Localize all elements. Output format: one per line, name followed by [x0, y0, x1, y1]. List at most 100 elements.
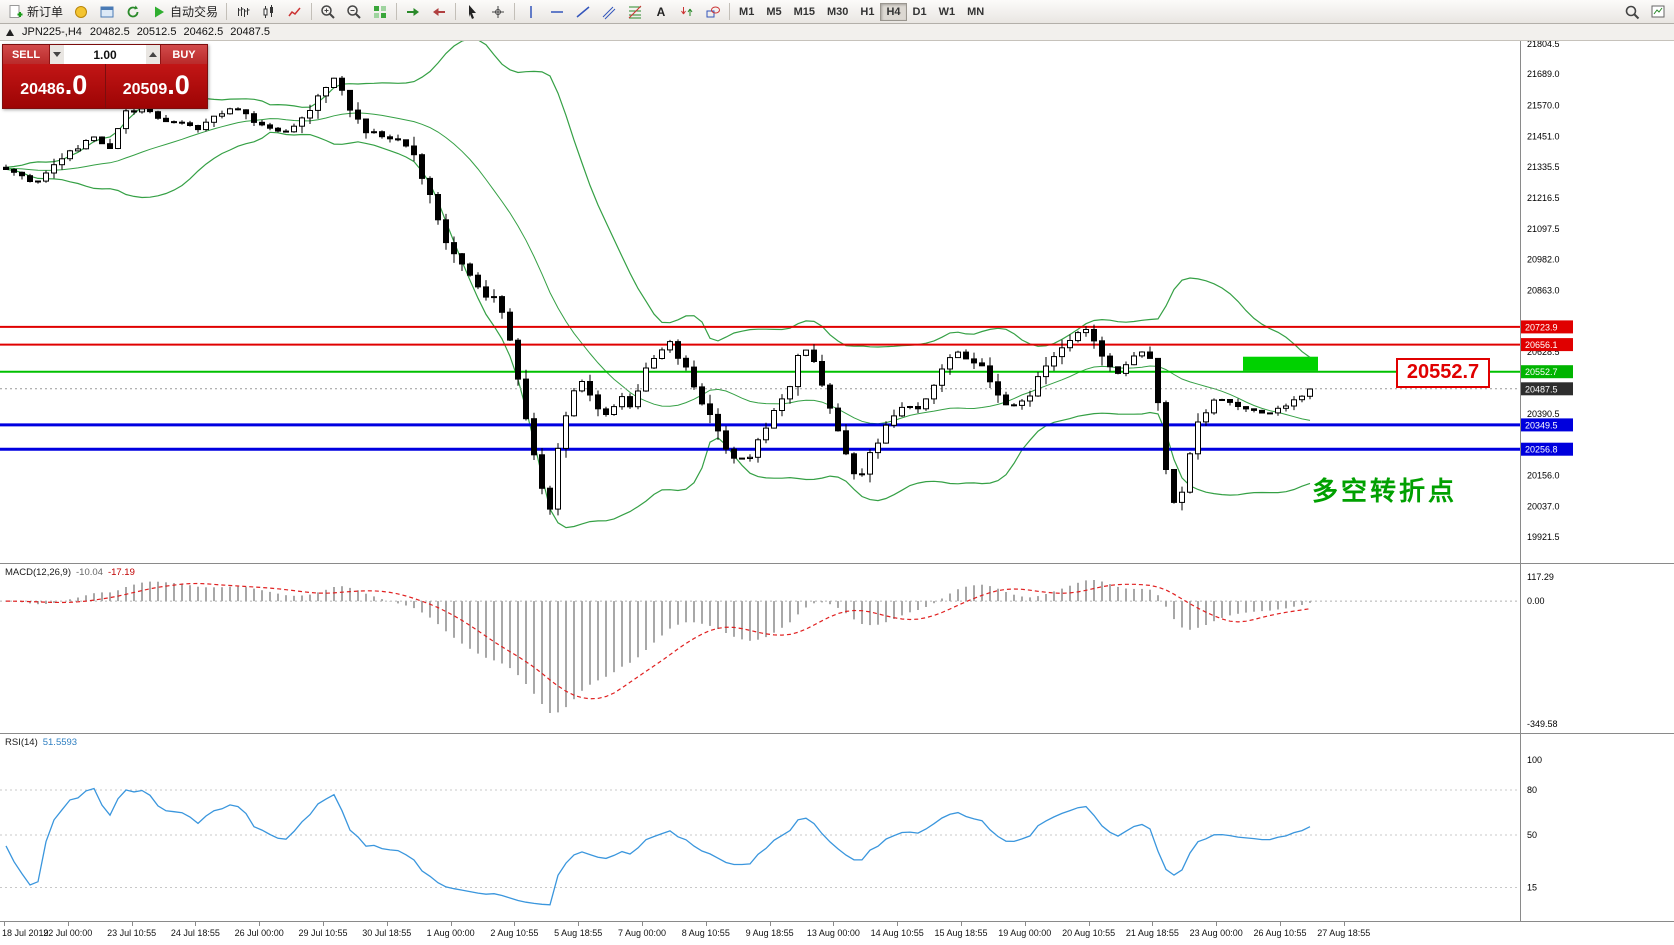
- sell-price[interactable]: 20486.0: [3, 64, 105, 108]
- toolbar-separator: [311, 3, 313, 20]
- trade-panel-top-row: SELL 1.00 BUY: [3, 45, 207, 64]
- chart-symbol-timeframe: JPN225-,H4: [22, 26, 82, 38]
- timeframe-m5-button[interactable]: M5: [760, 3, 787, 21]
- timeframe-h1-button[interactable]: H1: [854, 3, 880, 21]
- market-watch-button[interactable]: [94, 2, 120, 22]
- time-label: 2 Aug 10:55: [490, 928, 539, 938]
- chart-shift-button[interactable]: [426, 2, 452, 22]
- refresh-button[interactable]: [120, 2, 146, 22]
- toolbar-separator: [396, 3, 398, 20]
- candlesticks: [3, 76, 1313, 516]
- toolbar-separator: [514, 3, 516, 20]
- rsi-chart: 100 80 50 15: [0, 734, 1542, 921]
- buy-button[interactable]: BUY: [160, 45, 207, 64]
- price-chart[interactable]: 21804.5 21689.0 21570.0 21451.0 21335.5 21216…: [0, 41, 1674, 563]
- time-label: 13 Aug 00:00: [806, 928, 860, 938]
- new-order-button[interactable]: 新订单: [3, 2, 68, 22]
- svg-text:20037.0: 20037.0: [1527, 502, 1560, 512]
- zoom-out-button[interactable]: [341, 2, 367, 22]
- volume-input[interactable]: 1.00: [93, 47, 117, 62]
- time-label: 9 Aug 18:55: [745, 928, 794, 938]
- bar-chart-icon: [235, 4, 251, 20]
- volume-increase-button[interactable]: [146, 45, 160, 64]
- volume-control: 1.00: [50, 45, 160, 64]
- main-chart-panel[interactable]: 21804.5 21689.0 21570.0 21451.0 21335.5 21216…: [0, 41, 1674, 563]
- timeframe-d1-button[interactable]: D1: [907, 3, 933, 21]
- open-value: 20482.5: [89, 26, 130, 38]
- autotrading-button[interactable]: 自动交易: [146, 2, 223, 22]
- time-label: 14 Aug 10:55: [870, 928, 924, 938]
- svg-text:20628.5: 20628.5: [1527, 347, 1560, 357]
- rsi-scale-label: 100: [1527, 755, 1542, 765]
- time-label: 24 Jul 18:55: [170, 928, 220, 938]
- high-value: 20512.5: [136, 26, 177, 38]
- new-order-icon: [8, 4, 24, 20]
- rsi-scale-label: 50: [1527, 830, 1537, 840]
- svg-text:20349.5: 20349.5: [1525, 420, 1558, 430]
- profiles-button[interactable]: [68, 2, 94, 22]
- price-scale[interactable]: 21804.5 21689.0 21570.0 21451.0 21335.5 21216…: [1527, 41, 1560, 542]
- timeframe-m1-button[interactable]: M1: [733, 3, 760, 21]
- time-tick: [195, 922, 197, 926]
- zoom-in-button[interactable]: [315, 2, 341, 22]
- symbol-search-button[interactable]: [1619, 2, 1645, 22]
- rsi-value: 51.5593: [42, 737, 78, 748]
- chart-window-title: JPN225-,H4 20482.5 20512.5 20462.5 20487…: [0, 24, 1674, 41]
- chart-windows-button[interactable]: [1645, 2, 1671, 22]
- price-callout-label[interactable]: 20552.7: [1396, 357, 1490, 388]
- timeframe-m30-button[interactable]: M30: [821, 3, 854, 21]
- time-label: 19 Aug 00:00: [998, 928, 1052, 938]
- svg-text:20656.1: 20656.1: [1525, 340, 1558, 350]
- volume-decrease-button[interactable]: [50, 45, 64, 64]
- horizontal-level-lines[interactable]: [0, 325, 1520, 451]
- text-label-button[interactable]: A: [648, 2, 674, 22]
- timeframe-mn-button[interactable]: MN: [961, 3, 990, 21]
- time-tick: [67, 922, 69, 926]
- timeframe-h4-button[interactable]: H4: [880, 2, 907, 21]
- shapes-button[interactable]: [700, 2, 726, 22]
- time-tick: [259, 922, 261, 926]
- timeframe-w1-button[interactable]: W1: [933, 3, 962, 21]
- equidistant-channel-button[interactable]: [596, 2, 622, 22]
- svg-text:20390.5: 20390.5: [1527, 409, 1560, 419]
- vertical-line-button[interactable]: [518, 2, 544, 22]
- text-label-icon: A: [653, 4, 669, 20]
- fibonacci-icon: [627, 4, 643, 20]
- time-label: 7 Aug 00:00: [617, 928, 667, 938]
- auto-scroll-button[interactable]: [400, 2, 426, 22]
- candlestick-chart-button[interactable]: [256, 2, 282, 22]
- sell-button[interactable]: SELL: [3, 45, 50, 64]
- tile-windows-button[interactable]: [367, 2, 393, 22]
- buy-price[interactable]: 20509.0: [106, 64, 208, 108]
- svg-text:21804.5: 21804.5: [1527, 41, 1560, 49]
- time-label: 27 Aug 18:55: [1317, 928, 1371, 938]
- time-tick: [961, 922, 962, 926]
- svg-text:20256.8: 20256.8: [1525, 445, 1558, 455]
- chart-shift-icon: [431, 4, 447, 20]
- new-order-label: 新订单: [27, 5, 64, 19]
- timeframe-m15-button[interactable]: M15: [788, 3, 821, 21]
- chart-annotation-text[interactable]: 多空转折点: [1312, 476, 1458, 506]
- bar-chart-button[interactable]: [230, 2, 256, 22]
- arrow-tools-button[interactable]: [674, 2, 700, 22]
- vertical-line-icon: [523, 4, 539, 20]
- line-chart-button[interactable]: [282, 2, 308, 22]
- time-tick: [769, 922, 771, 926]
- refresh-icon: [125, 4, 141, 20]
- highlight-rectangle[interactable]: [1243, 356, 1318, 371]
- toolbar-separator: [226, 3, 228, 20]
- trendline-button[interactable]: [570, 2, 596, 22]
- crosshair-button[interactable]: [485, 2, 511, 22]
- fibonacci-button[interactable]: [622, 2, 648, 22]
- horizontal-line-button[interactable]: [544, 2, 570, 22]
- market-watch-icon: [99, 4, 115, 20]
- svg-text:A: A: [657, 5, 666, 19]
- time-label: 30 Jul 18:55: [362, 928, 412, 938]
- shapes-icon: [705, 4, 721, 20]
- candlestick-chart-icon: [261, 4, 277, 20]
- rsi-indicator-panel: 100 80 50 15 RSI(14) 51.5593: [0, 733, 1674, 921]
- cursor-button[interactable]: [459, 2, 485, 22]
- cursor-icon: [464, 4, 480, 20]
- time-axis[interactable]: 18 Jul 2019 22 Jul 00:00 23 Jul 10:55 24 Ju…: [0, 921, 1674, 945]
